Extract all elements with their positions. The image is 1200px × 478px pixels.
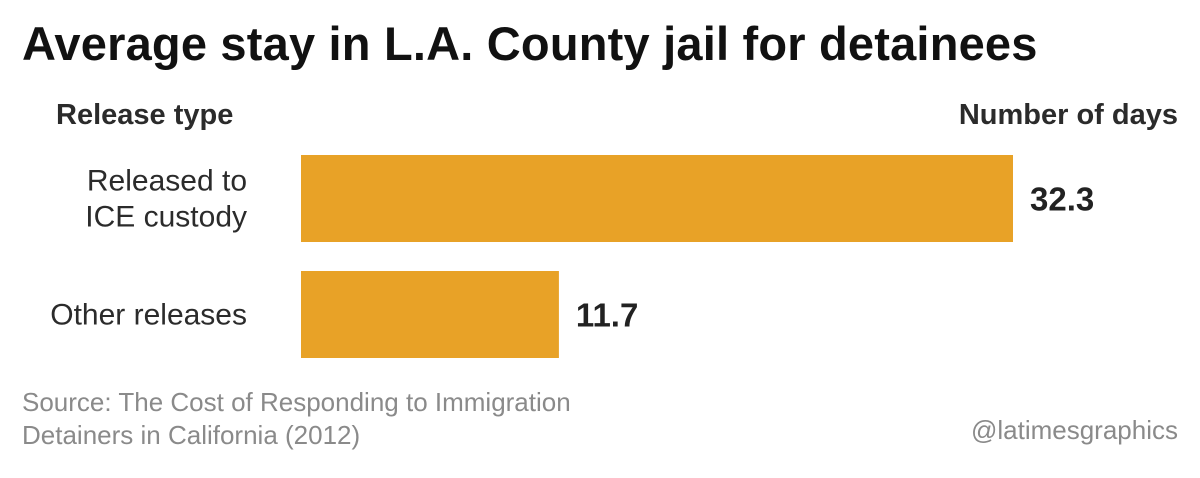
bar-0 [301,155,1013,242]
value-label-0: 32.3 [1030,181,1094,218]
value-label-1: 11.7 [576,297,638,334]
category-label-0-line-1: ICE custody [85,201,247,234]
chart-title: Average stay in L.A. County jail for det… [22,17,1038,70]
credit-handle: @latimesgraphics [970,415,1178,445]
category-label-0-line-0: Released to [87,165,247,198]
source-line-2: Detainers in California (2012) [22,420,361,450]
value-axis-label: Number of days [958,99,1178,131]
bar-1 [301,271,559,358]
category-label-1-line-0: Other releases [50,299,247,332]
source-note: Source: The Cost of Responding to Immigr… [22,386,722,452]
category-axis-label: Release type [56,99,234,131]
source-line-1: Source: The Cost of Responding to Immigr… [22,387,571,417]
